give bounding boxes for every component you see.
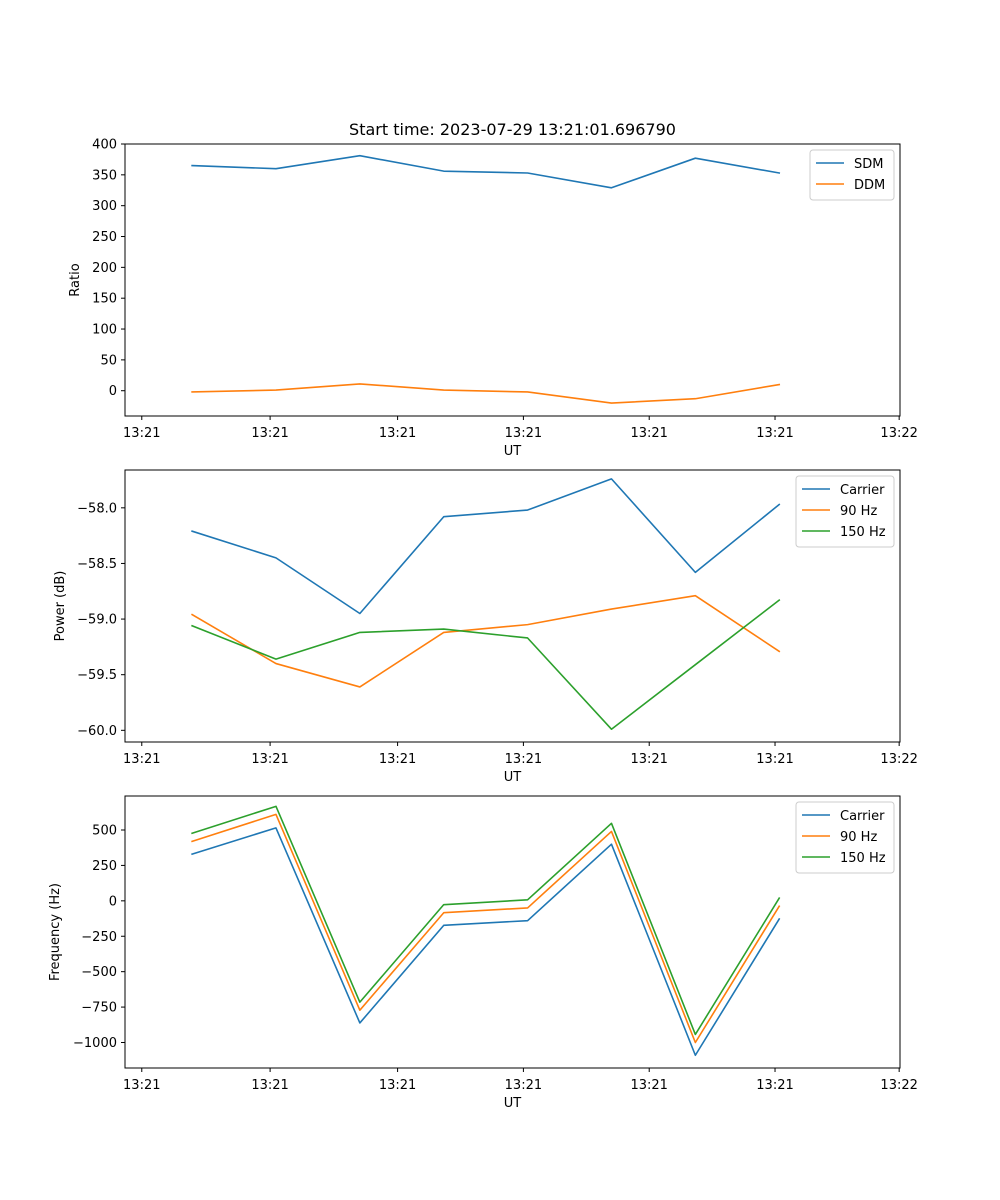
x-tick-label: 13:21 [630, 752, 667, 767]
series-line-90-hz [191, 813, 781, 1044]
y-tick-label: −250 [81, 930, 117, 945]
x-tick-label: 13:21 [379, 1078, 416, 1093]
y-tick-label: 0 [109, 384, 117, 399]
y-tick-label: −59.0 [77, 613, 117, 628]
legend-label: Carrier [840, 809, 885, 824]
series-line-carrier [191, 827, 781, 1057]
series-line-sdm [191, 154, 781, 189]
y-tick-label: 250 [92, 859, 117, 874]
x-tick-label: 13:21 [251, 752, 288, 767]
legend-box [795, 475, 895, 548]
y-tick-label: 50 [100, 353, 117, 368]
x-tick-label: 13:21 [630, 426, 667, 441]
axes-frame [124, 795, 901, 1069]
y-tick-label: 200 [92, 261, 117, 276]
x-tick-label: 13:21 [379, 426, 416, 441]
y-axis-label: Ratio [68, 263, 83, 296]
series-line-150-hz [191, 805, 781, 1036]
x-axis-label: UT [504, 770, 522, 785]
y-tick-label: 0 [109, 894, 117, 909]
y-tick-label: 350 [92, 168, 117, 183]
series-line-ddm [191, 383, 781, 404]
legend-label: Carrier [840, 483, 885, 498]
x-axis-label: UT [504, 1096, 522, 1111]
legend-label: 150 Hz [840, 525, 886, 540]
legend: SDM DDM [809, 149, 895, 201]
x-tick-label: 13:21 [379, 752, 416, 767]
x-tick-label: 13:22 [880, 426, 917, 441]
chart-title: Start time: 2023-07-29 13:21:01.696790 [349, 120, 676, 139]
legend-label: 150 Hz [840, 851, 886, 866]
x-tick-label: 13:21 [630, 1078, 667, 1093]
x-tick-label: 13:21 [505, 426, 542, 441]
axes-frame [124, 469, 901, 743]
legend-box [795, 801, 895, 874]
legend: Carrier 90 Hz 150 Hz [795, 475, 895, 548]
chart-panel-3: 13:21 13:21 13:21 13:21 13:21 13:21 13:22 −1000… [48, 795, 918, 1111]
x-tick-label: 13:22 [880, 752, 917, 767]
y-tick-label: −58.5 [77, 557, 117, 572]
x-tick-label: 13:21 [756, 426, 793, 441]
y-axis-label: Frequency (Hz) [48, 883, 63, 981]
y-tick-label: −60.0 [77, 724, 117, 739]
y-tick-label: 400 [92, 138, 117, 153]
legend-label: DDM [854, 178, 885, 193]
y-tick-label: −750 [81, 1001, 117, 1016]
chart-panel-1: Start time: 2023-07-29 13:21:01.696790 13… [68, 120, 918, 459]
y-axis-label: Power (dB) [53, 571, 68, 642]
x-tick-label: 13:21 [505, 1078, 542, 1093]
x-tick-label: 13:21 [251, 1078, 288, 1093]
legend: Carrier 90 Hz 150 Hz [795, 801, 895, 874]
y-tick-label: 500 [92, 824, 117, 839]
y-tick-label: 250 [92, 230, 117, 245]
series-line-90-hz [191, 594, 781, 688]
y-tick-label: 300 [92, 199, 117, 214]
y-tick-label: −1000 [73, 1036, 117, 1051]
series-line-carrier [191, 478, 781, 615]
legend-label: SDM [854, 157, 883, 172]
legend-label: 90 Hz [840, 504, 877, 519]
y-tick-label: −500 [81, 965, 117, 980]
x-tick-label: 13:22 [880, 1078, 917, 1093]
x-tick-label: 13:21 [123, 426, 160, 441]
x-tick-label: 13:21 [251, 426, 288, 441]
x-tick-label: 13:21 [756, 1078, 793, 1093]
x-tick-label: 13:21 [505, 752, 542, 767]
axes-frame [124, 143, 901, 417]
y-tick-label: 150 [92, 292, 117, 307]
x-tick-label: 13:21 [756, 752, 793, 767]
x-tick-label: 13:21 [123, 1078, 160, 1093]
y-tick-label: −59.5 [77, 668, 117, 683]
y-tick-label: −58.0 [77, 501, 117, 516]
chart-panel-2: 13:21 13:21 13:21 13:21 13:21 13:21 13:22 −60.0… [53, 469, 918, 785]
y-tick-label: 100 [92, 323, 117, 338]
series-line-150-hz [191, 599, 781, 731]
x-axis-label: UT [504, 444, 522, 459]
x-tick-label: 13:21 [123, 752, 160, 767]
legend-label: 90 Hz [840, 830, 877, 845]
